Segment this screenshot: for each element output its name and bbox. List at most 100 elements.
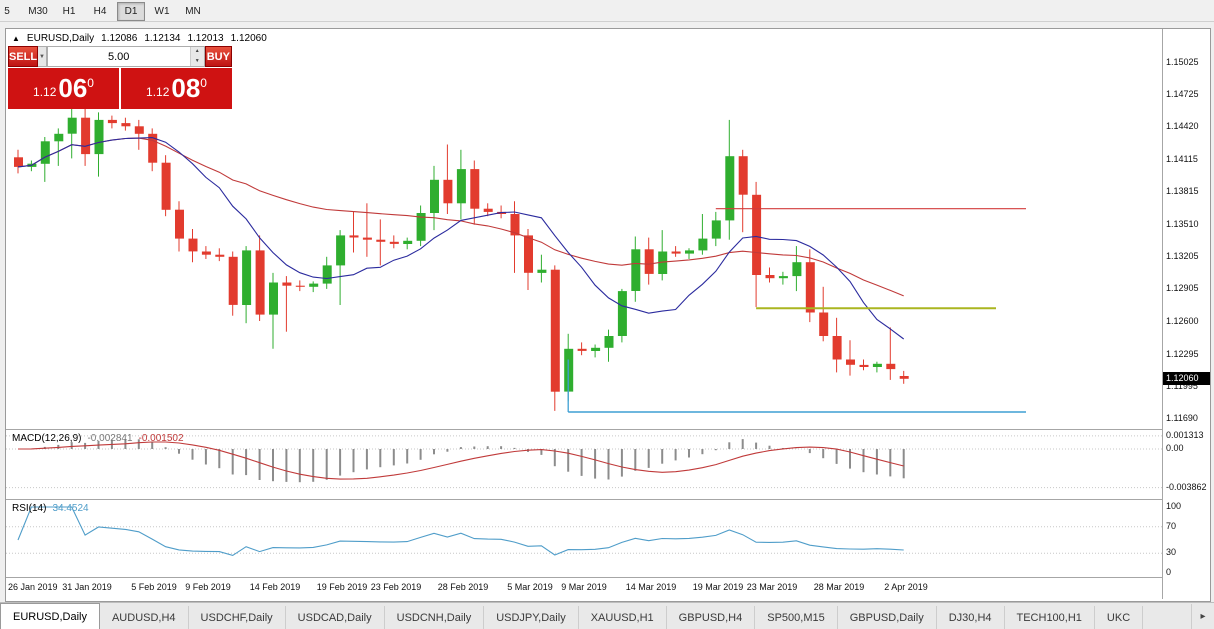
price-scale-label: 1.12905 — [1166, 283, 1199, 293]
price-scale-label: 1.13510 — [1166, 219, 1199, 229]
price-scale-label: 1.12295 — [1166, 349, 1199, 359]
timeframe-h4-button[interactable]: H4 — [93, 6, 107, 17]
price-scale-label: 1.13205 — [1166, 251, 1199, 261]
main-chart-canvas[interactable] — [6, 29, 1162, 428]
one-click-trading-panel: SELL ▼ ▲ ▼ BUY 1.12 06 0 1.1 — [8, 46, 232, 109]
rsi-chart-canvas[interactable] — [6, 500, 1162, 577]
chart-tab-gbpusd-daily[interactable]: GBPUSD,Daily — [838, 606, 937, 629]
sell-price-big-digits: 06 — [58, 73, 88, 103]
price-scale-label: 1.14725 — [1166, 89, 1199, 99]
chart-tab-usdcad-daily[interactable]: USDCAD,Daily — [286, 606, 385, 629]
rsi-value: 34.4524 — [52, 503, 89, 514]
time-axis-label: 9 Feb 2019 — [185, 582, 231, 592]
timeframe-d1-button[interactable]: D1 — [117, 2, 145, 21]
buy-price-prefix: 1.12 — [146, 85, 170, 99]
macd-scale-label: 0.001313 — [1166, 430, 1204, 440]
ma-fast-line — [17, 137, 905, 340]
chevron-down-icon: ▼ — [38, 53, 45, 60]
time-axis-label: 23 Mar 2019 — [746, 582, 798, 592]
quote-header: ▲ EURUSD,Daily 1.12086 1.12134 1.12013 1… — [12, 33, 267, 44]
last-price-badge: 1.12060 — [1163, 372, 1210, 385]
buy-button[interactable]: BUY — [204, 46, 232, 67]
collapse-trade-panel-icon[interactable]: ▲ — [12, 34, 20, 43]
time-axis[interactable]: 26 Jan 2019 31 Jan 2019 5 Feb 2019 9 Feb 20… — [6, 577, 1162, 600]
macd-panel: MACD(12,26,9) -0.002841 -0.001502 — [6, 429, 1162, 500]
buy-price-big-digits: 08 — [171, 73, 201, 103]
rsi-scale-label: 100 — [1166, 501, 1182, 511]
time-axis-label: 19 Feb 2019 — [316, 582, 368, 592]
price-scale-label: 1.13815 — [1166, 186, 1199, 196]
time-axis-label: 28 Mar 2019 — [813, 582, 865, 592]
time-axis-label: 14 Feb 2019 — [249, 582, 301, 592]
timeframe-toolbar: 5 M30 H1 H4 D1 W1 MN — [0, 0, 1214, 22]
macd-scale-label: -0.003862 — [1166, 482, 1207, 492]
time-axis-label: 23 Feb 2019 — [370, 582, 422, 592]
price-scale-label: 1.12600 — [1166, 316, 1199, 326]
sell-button[interactable]: SELL — [8, 46, 39, 67]
volume-dropdown-button[interactable]: ▼ — [38, 46, 47, 67]
time-axis-label: 19 Mar 2019 — [692, 582, 744, 592]
time-axis-label: 2 Apr 2019 — [884, 582, 928, 592]
time-axis-label: 28 Feb 2019 — [437, 582, 489, 592]
buy-price-display[interactable]: 1.12 08 0 — [121, 68, 232, 109]
rsi-title: RSI(14) — [12, 503, 47, 514]
rsi-scale-label: 30 — [1166, 547, 1177, 557]
rsi-scale-label: 0 — [1166, 567, 1172, 577]
chart-tab-sp500-m15[interactable]: SP500,M15 — [755, 606, 838, 629]
timeframe-m30-button[interactable]: M30 — [28, 6, 48, 17]
timeframe-w1-button[interactable]: W1 — [154, 6, 170, 17]
volume-box: ▲ ▼ — [46, 46, 205, 67]
time-axis-label: 5 Feb 2019 — [131, 582, 177, 592]
volume-up-button[interactable]: ▲ — [190, 47, 204, 57]
time-axis-label: 5 Mar 2019 — [507, 582, 553, 592]
volume-down-button[interactable]: ▼ — [190, 56, 204, 66]
macd-main-value: -0.002841 — [87, 433, 133, 444]
chart-tab-usdchf-daily[interactable]: USDCHF,Daily — [189, 606, 286, 629]
chart-window: ▲ EURUSD,Daily 1.12086 1.12134 1.12013 1… — [5, 28, 1211, 602]
price-scale-label: 1.14115 — [1166, 154, 1198, 164]
time-axis-label: 14 Mar 2019 — [625, 582, 677, 592]
volume-input[interactable] — [47, 47, 190, 66]
macd-signal-value: -0.001502 — [138, 433, 184, 444]
rsi-scale-label: 70 — [1166, 521, 1177, 531]
rsi-line — [17, 506, 904, 556]
price-scale[interactable]: 1.15025 1.14725 1.14420 1.14115 1.13815 1.135… — [1162, 29, 1210, 599]
macd-scale-label: 0.00 — [1166, 443, 1184, 453]
quote-high: 1.12134 — [144, 33, 181, 44]
price-scale-label: 1.11995 — [1166, 381, 1198, 391]
chart-tab-audusd-h4[interactable]: AUDUSD,H4 — [100, 606, 189, 629]
rsi-indicator-label: RSI(14) 34.4524 — [12, 503, 89, 514]
quote-low: 1.12013 — [187, 33, 224, 44]
price-scale-label: 1.15025 — [1166, 57, 1199, 67]
quote-close: 1.12060 — [230, 33, 267, 44]
time-axis-label: 31 Jan 2019 — [62, 582, 112, 592]
chart-tab-gbpusd-h4[interactable]: GBPUSD,H4 — [667, 606, 756, 629]
chart-tab-tech100-h1[interactable]: TECH100,H1 — [1005, 606, 1095, 629]
chart-tab-usdjpy-daily[interactable]: USDJPY,Daily — [484, 606, 579, 629]
volume-stepper: ▲ ▼ — [189, 47, 204, 66]
time-axis-label: 26 Jan 2019 — [8, 582, 58, 592]
quote-open: 1.12086 — [101, 33, 138, 44]
chart-tab-eurusd-daily[interactable]: EURUSD,Daily — [0, 603, 100, 629]
timeframe-mn-button[interactable]: MN — [185, 6, 201, 17]
tab-scroll-right-button[interactable]: ▸ — [1191, 604, 1214, 629]
macd-chart-canvas[interactable] — [6, 430, 1162, 499]
chart-symbol: EURUSD,Daily — [26, 33, 95, 44]
price-scale-label: 1.11690 — [1166, 413, 1198, 423]
chart-tab-bar: EURUSD,Daily AUDUSD,H4 USDCHF,Daily USDCAD,… — [0, 602, 1214, 629]
chart-tab-xauusd-h1[interactable]: XAUUSD,H1 — [579, 606, 667, 629]
sell-price-prefix: 1.12 — [33, 85, 57, 99]
timeframe-h1-button[interactable]: H1 — [62, 6, 76, 17]
macd-indicator-label: MACD(12,26,9) -0.002841 -0.001502 — [12, 433, 184, 444]
buy-price-pipette: 0 — [200, 75, 207, 90]
rsi-panel: RSI(14) 34.4524 — [6, 499, 1162, 578]
time-axis-label: 9 Mar 2019 — [561, 582, 607, 592]
chart-tab-ukc[interactable]: UKC — [1095, 606, 1144, 629]
chart-tab-usdcnh-daily[interactable]: USDCNH,Daily — [385, 606, 485, 629]
timeframe-5-button[interactable]: 5 — [4, 6, 10, 17]
sell-price-pipette: 0 — [87, 75, 94, 90]
macd-signal-line — [17, 441, 904, 480]
sell-price-display[interactable]: 1.12 06 0 — [8, 68, 119, 109]
chart-tab-dj30-h4[interactable]: DJ30,H4 — [937, 606, 1005, 629]
